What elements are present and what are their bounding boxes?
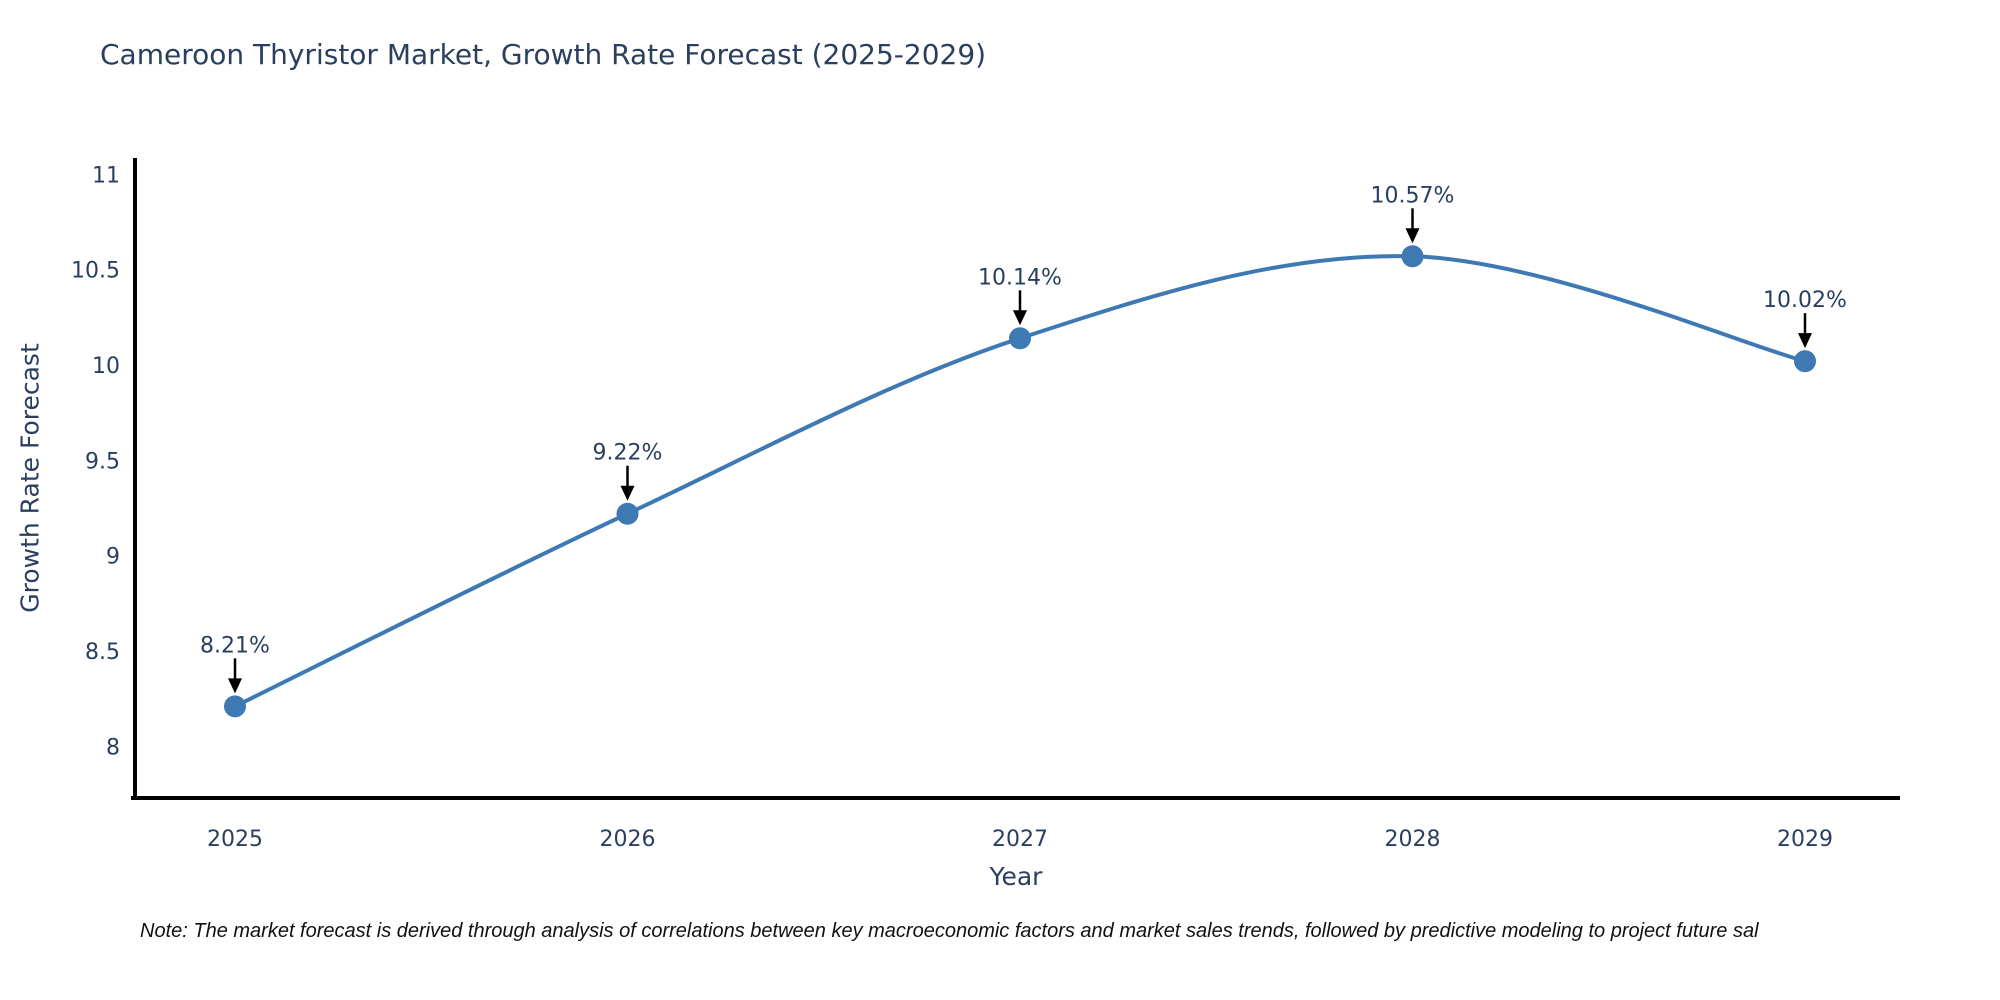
x-tick-label: 2026 xyxy=(600,827,656,852)
y-tick-label: 8 xyxy=(106,735,120,760)
x-tick-label: 2025 xyxy=(207,827,263,852)
annotation-arrowhead xyxy=(1798,333,1812,349)
data-point-marker xyxy=(1009,327,1031,350)
x-tick-label: 2028 xyxy=(1385,827,1441,852)
chart-title: Cameroon Thyristor Market, Growth Rate F… xyxy=(100,38,987,71)
point-annotation: 10.57% xyxy=(1371,183,1455,208)
y-tick-label: 11 xyxy=(92,163,120,188)
point-annotation: 10.14% xyxy=(978,265,1062,290)
point-annotation: 9.22% xyxy=(593,441,663,466)
annotation-arrowhead xyxy=(1405,228,1420,244)
annotation-arrowhead xyxy=(1013,310,1027,326)
y-tick-label: 10 xyxy=(92,354,120,379)
y-tick-label: 9.5 xyxy=(85,449,120,474)
x-axis-title: Year xyxy=(989,862,1043,891)
y-tick-label: 10.5 xyxy=(71,259,120,284)
data-point-marker xyxy=(616,502,639,525)
point-annotation: 10.02% xyxy=(1763,288,1847,313)
data-point-marker xyxy=(1794,350,1816,373)
annotation-arrowhead xyxy=(620,485,635,501)
x-tick-label: 2029 xyxy=(1777,827,1833,852)
x-tick-label: 2027 xyxy=(992,827,1048,852)
y-tick-label: 9 xyxy=(106,545,120,570)
data-point-marker xyxy=(1401,245,1424,268)
annotation-arrowhead xyxy=(228,678,242,694)
y-tick-label: 8.5 xyxy=(85,640,120,665)
data-point-marker xyxy=(224,695,246,718)
point-annotation: 8.21% xyxy=(200,633,270,658)
footnote: Note: The market forecast is derived thr… xyxy=(140,920,1759,942)
